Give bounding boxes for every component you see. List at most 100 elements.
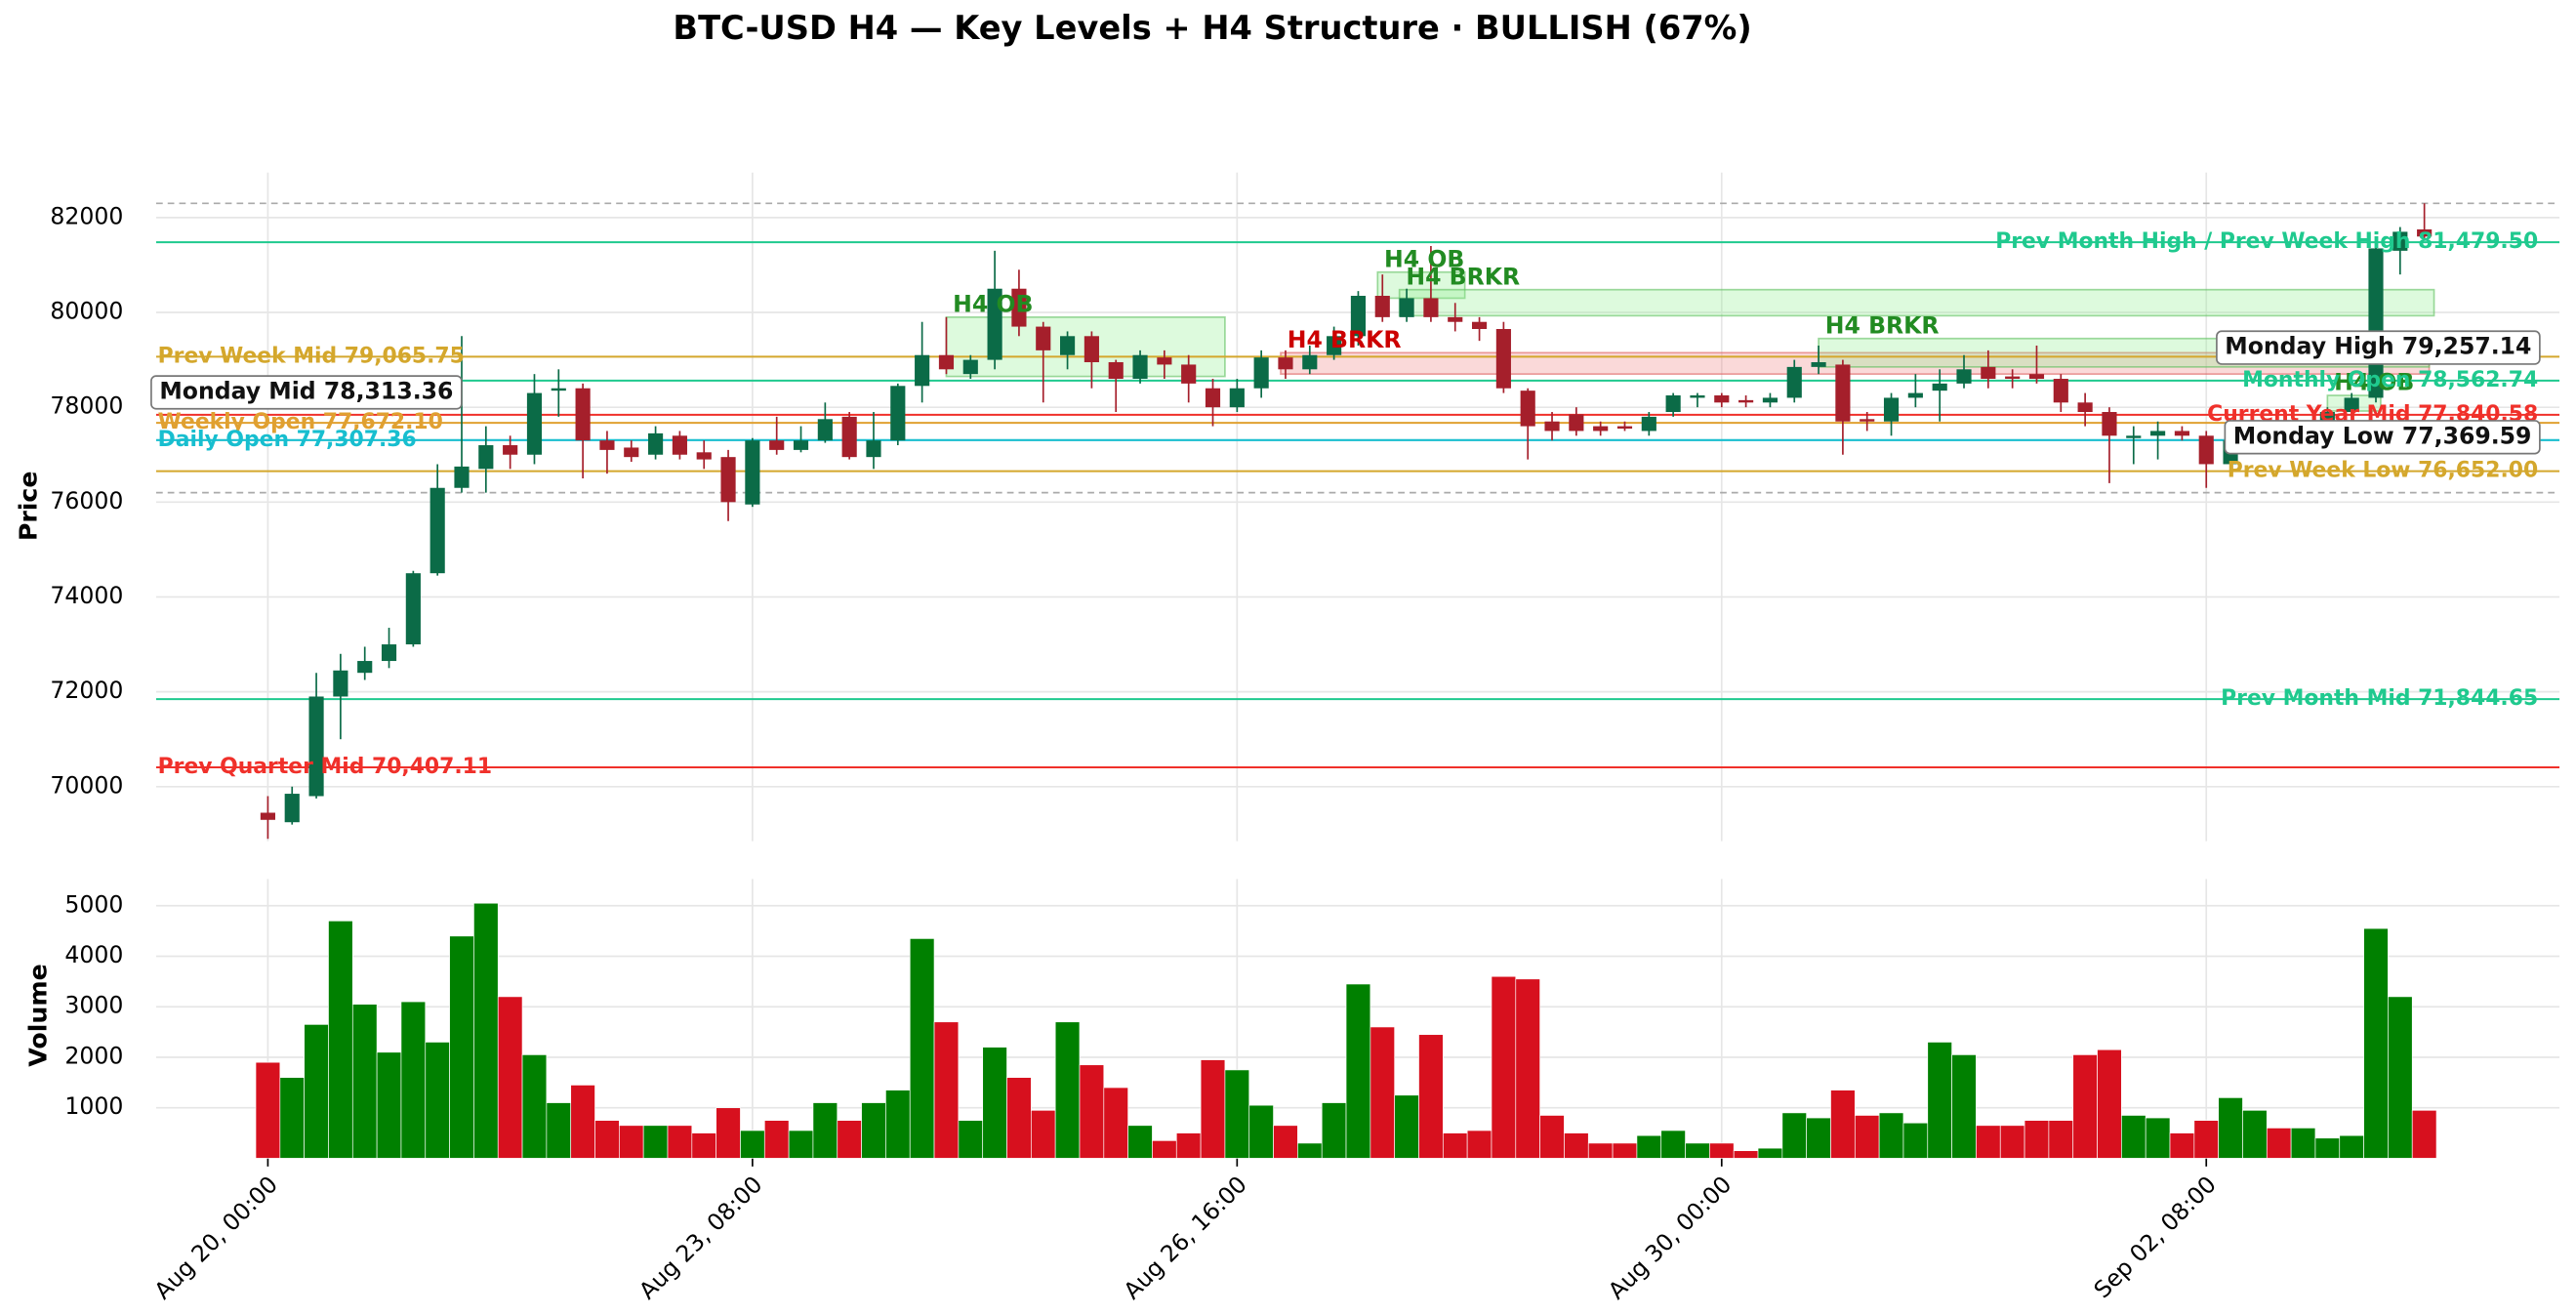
structure-zone <box>1398 288 2435 317</box>
volume-bar <box>1587 1142 1614 1159</box>
volume-bar <box>642 1125 669 1159</box>
candle-body <box>866 440 881 458</box>
candle-body <box>1374 296 1390 317</box>
volume-bar <box>2218 1097 2243 1159</box>
volume-bar <box>1902 1122 1929 1159</box>
volume-bar <box>2411 1109 2437 1159</box>
volume-bar <box>1103 1087 1128 1159</box>
candle-body <box>2150 431 2166 436</box>
candle-body <box>1448 316 1463 322</box>
candle-body <box>648 432 664 455</box>
volume-bar <box>933 1021 960 1159</box>
candle-body <box>1616 426 1633 430</box>
volume-bar <box>1927 1042 1952 1159</box>
candle-body <box>2392 231 2408 251</box>
candle-body <box>1665 395 1681 413</box>
volume-tick-label: 2000 <box>64 1042 123 1069</box>
candle-body <box>357 661 373 674</box>
volume-bar <box>2242 1109 2268 1159</box>
y-tick-label: 82000 <box>50 202 123 229</box>
y-tick-label: 72000 <box>50 677 123 704</box>
volume-bar <box>1321 1102 1347 1159</box>
x-tick-label: Aug 30, 00:00 <box>1603 1171 1737 1304</box>
candle-body <box>1350 296 1367 337</box>
volume-bar <box>1757 1147 1783 1159</box>
candle-body <box>1181 364 1197 384</box>
y-tick-label: 70000 <box>50 771 123 799</box>
volume-bar <box>1636 1134 1662 1159</box>
zone-label: H4 OB <box>953 291 1033 318</box>
volume-bar <box>1079 1064 1105 1159</box>
candle-body <box>1327 336 1342 355</box>
level-label: Prev Month High / Prev Week High 81,479.… <box>1995 229 2538 254</box>
candle-body <box>333 670 348 697</box>
volume-bar <box>812 1102 838 1159</box>
candle-body <box>478 445 494 470</box>
level-label: Prev Week Low 76,652.00 <box>2228 459 2538 483</box>
candle-body <box>1714 395 1730 403</box>
volume-bar <box>837 1120 862 1159</box>
volume-bar <box>2024 1120 2050 1159</box>
candle-body <box>1956 369 1972 384</box>
volume-bar <box>1951 1054 1977 1159</box>
volume-bar <box>1539 1115 1565 1159</box>
volume-bar <box>885 1090 911 1159</box>
candle-body <box>624 447 639 458</box>
x-tick-label: Aug 20, 00:00 <box>149 1171 283 1304</box>
candle-body <box>745 440 760 505</box>
candle-body <box>1690 395 1705 398</box>
zone-label: H4 BRKR <box>1825 311 1940 339</box>
volume-bar <box>328 920 353 1159</box>
candle-body <box>1520 391 1535 427</box>
zone-label: H4 OB <box>2334 369 2414 396</box>
volume-bar <box>1830 1090 1856 1159</box>
y-tick-label: 76000 <box>50 487 123 514</box>
candle-body <box>2005 376 2021 380</box>
volume-bar <box>2121 1115 2147 1159</box>
zone-label: H4 OB <box>1384 245 1464 272</box>
volume-bar <box>1685 1142 1710 1159</box>
volume-bar <box>1224 1069 1250 1159</box>
candle-body <box>2028 374 2045 380</box>
volume-bar <box>449 935 474 1159</box>
x-tick-label: Sep 02, 08:00 <box>2089 1171 2222 1303</box>
volume-bar <box>1006 1077 1032 1159</box>
candle-body <box>1569 414 1584 432</box>
volume-bar <box>1297 1142 1323 1159</box>
candle-body <box>1011 288 1027 327</box>
candle-body <box>962 359 978 375</box>
volume-bar <box>1806 1117 1831 1159</box>
volume-bar <box>1878 1112 1904 1159</box>
volume-bar <box>619 1125 644 1159</box>
level-box-label: Monday Low 77,369.59 <box>2233 422 2532 449</box>
candle-body <box>429 487 445 574</box>
candle-body <box>1059 336 1076 355</box>
volume-bar <box>1612 1142 1638 1159</box>
y-axis-label: Price <box>14 471 42 541</box>
volume-bar <box>1127 1125 1153 1159</box>
volume-bar <box>2048 1120 2074 1159</box>
volume-bar <box>1564 1132 1589 1159</box>
candle-body <box>2174 431 2189 436</box>
x-tick-label: Aug 23, 08:00 <box>634 1171 767 1304</box>
candle-body <box>503 445 518 455</box>
volume-bar <box>255 1061 281 1159</box>
level-label: Daily Open 77,307.36 <box>158 428 417 452</box>
volume-bar <box>1175 1132 1202 1159</box>
candle-body <box>2102 412 2117 436</box>
candle-body <box>575 388 591 441</box>
volume-bar <box>521 1054 548 1159</box>
volume-bar <box>1442 1132 1468 1159</box>
volume-bar <box>1515 978 1540 1159</box>
candle-body <box>1811 362 1826 367</box>
volume-bar <box>279 1077 305 1159</box>
candle-body <box>1835 364 1851 422</box>
volume-tick-label: 1000 <box>64 1092 123 1120</box>
level-label: Prev Month Mid 71,844.65 <box>2221 686 2538 711</box>
candle-body <box>1108 362 1124 380</box>
volume-bar <box>351 1004 378 1159</box>
candle-body <box>2344 397 2359 413</box>
volume-bar <box>473 902 499 1159</box>
candle-body <box>769 440 785 450</box>
